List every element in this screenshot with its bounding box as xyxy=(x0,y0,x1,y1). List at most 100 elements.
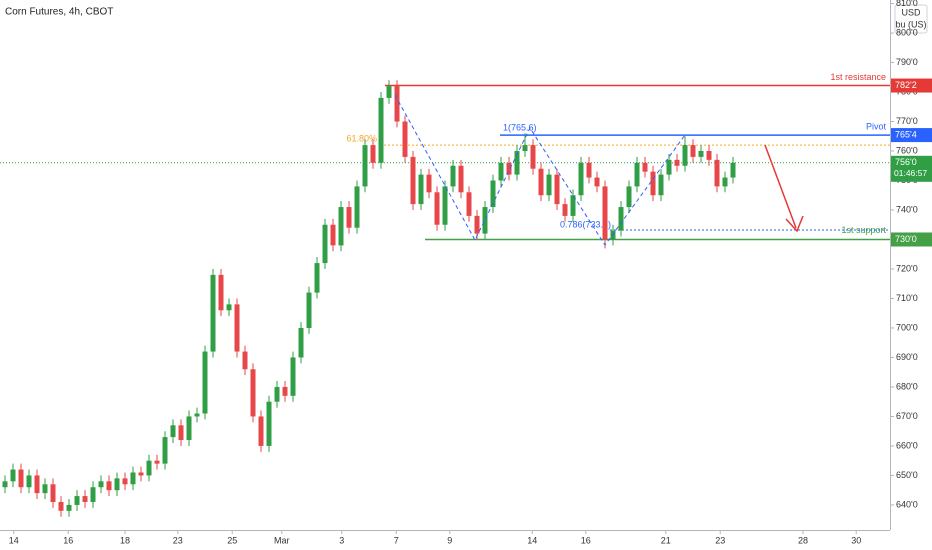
level-name: 61.80% xyxy=(346,133,377,143)
candle-body xyxy=(74,496,80,505)
x-tick-label: 21 xyxy=(661,535,671,545)
candle-body xyxy=(538,168,544,196)
currency-box[interactable] xyxy=(894,4,928,34)
candle-body xyxy=(122,478,128,485)
level-price-box xyxy=(891,128,932,143)
candle-body xyxy=(498,162,504,181)
x-tick-label: 16 xyxy=(63,535,73,545)
level-price-label: 782'2 xyxy=(895,80,917,90)
x-tick-label: 23 xyxy=(173,535,183,545)
x-tick-label: 28 xyxy=(798,535,808,545)
arrow-shaft xyxy=(764,144,797,229)
candle-body xyxy=(610,230,616,240)
candle-body xyxy=(706,151,712,160)
countdown: 01:46:57 xyxy=(894,168,927,178)
candle-body xyxy=(554,174,560,205)
candle-body xyxy=(354,186,360,228)
last-price-label: 756'0 xyxy=(895,157,917,167)
chart-title: Corn Futures, 4h, CBOT xyxy=(5,7,113,18)
candle-body xyxy=(418,174,424,205)
x-tick-label: 14 xyxy=(9,535,19,545)
candle-body xyxy=(490,180,496,208)
candle-body xyxy=(546,174,552,196)
candle-body xyxy=(410,156,416,205)
candle-body xyxy=(290,357,296,396)
candle-body xyxy=(130,472,136,485)
candle-body xyxy=(618,207,624,231)
candle-body xyxy=(362,145,368,187)
y-tick-label: 810'0 xyxy=(896,0,918,8)
candle-body xyxy=(186,416,192,441)
candle-body xyxy=(690,145,696,157)
x-tick-label: 25 xyxy=(227,535,237,545)
candle-body xyxy=(666,159,672,175)
candle-body xyxy=(2,481,8,488)
candle-body xyxy=(202,351,208,414)
candle-body xyxy=(338,207,344,246)
candle-body xyxy=(442,186,448,225)
y-tick-label: 650'0 xyxy=(896,470,918,480)
x-tick-label: 14 xyxy=(527,535,537,545)
candle-body xyxy=(42,484,48,494)
y-tick-label: 660'0 xyxy=(896,440,918,450)
candle-body xyxy=(626,186,632,208)
candle-body xyxy=(330,224,336,246)
candle-body xyxy=(370,145,376,163)
candle-body xyxy=(642,162,648,172)
candle-body xyxy=(194,413,200,417)
candle-body xyxy=(314,263,320,293)
candle-body xyxy=(66,504,72,511)
currency: USD xyxy=(901,7,921,17)
candle-body xyxy=(594,177,600,187)
candle-body xyxy=(562,204,568,216)
candle-body xyxy=(578,162,584,196)
candle-body xyxy=(466,192,472,216)
candle-body xyxy=(306,292,312,328)
candle-body xyxy=(274,386,280,402)
candle-body xyxy=(234,304,240,352)
candle-body xyxy=(18,469,24,488)
y-tick-label: 720'0 xyxy=(896,263,918,273)
candle-body xyxy=(346,207,352,228)
candle-body xyxy=(658,174,664,196)
x-tick-label: 23 xyxy=(715,535,725,545)
level-price-box xyxy=(891,232,932,247)
candle-body xyxy=(730,162,736,178)
candle-body xyxy=(450,165,456,187)
arrow-head xyxy=(785,215,804,233)
candle-body xyxy=(210,274,216,352)
candle-body xyxy=(138,472,144,476)
candle-body xyxy=(170,425,176,438)
y-tick-label: 690'0 xyxy=(896,352,918,362)
candle-body xyxy=(514,151,520,175)
candle-body xyxy=(82,496,88,502)
candle-body xyxy=(154,460,160,464)
level-price-label: 730'0 xyxy=(895,234,917,244)
candle-body xyxy=(258,416,264,446)
y-tick-label: 740'0 xyxy=(896,204,918,214)
candle-body xyxy=(218,274,224,311)
level-name: Pivot xyxy=(866,121,887,131)
candle-body xyxy=(378,97,384,163)
candle-body xyxy=(58,501,64,511)
candle-body xyxy=(10,469,16,482)
candle-body xyxy=(698,151,704,157)
candle-body xyxy=(674,159,680,166)
y-tick-label: 710'0 xyxy=(896,293,918,303)
candle-body xyxy=(522,145,528,152)
candle-body xyxy=(162,437,168,464)
candle-body xyxy=(586,162,592,178)
y-tick-label: 770'0 xyxy=(896,116,918,126)
candle-body xyxy=(98,481,104,488)
level-price-label: 765'4 xyxy=(895,129,917,139)
candle-body xyxy=(298,327,304,358)
y-tick-label: 640'0 xyxy=(896,499,918,509)
unit: bu (US) xyxy=(895,19,926,29)
x-tick-label: 9 xyxy=(447,535,452,545)
candle-body xyxy=(266,401,272,446)
y-tick-label: 790'0 xyxy=(896,57,918,67)
candle-body xyxy=(250,369,256,417)
